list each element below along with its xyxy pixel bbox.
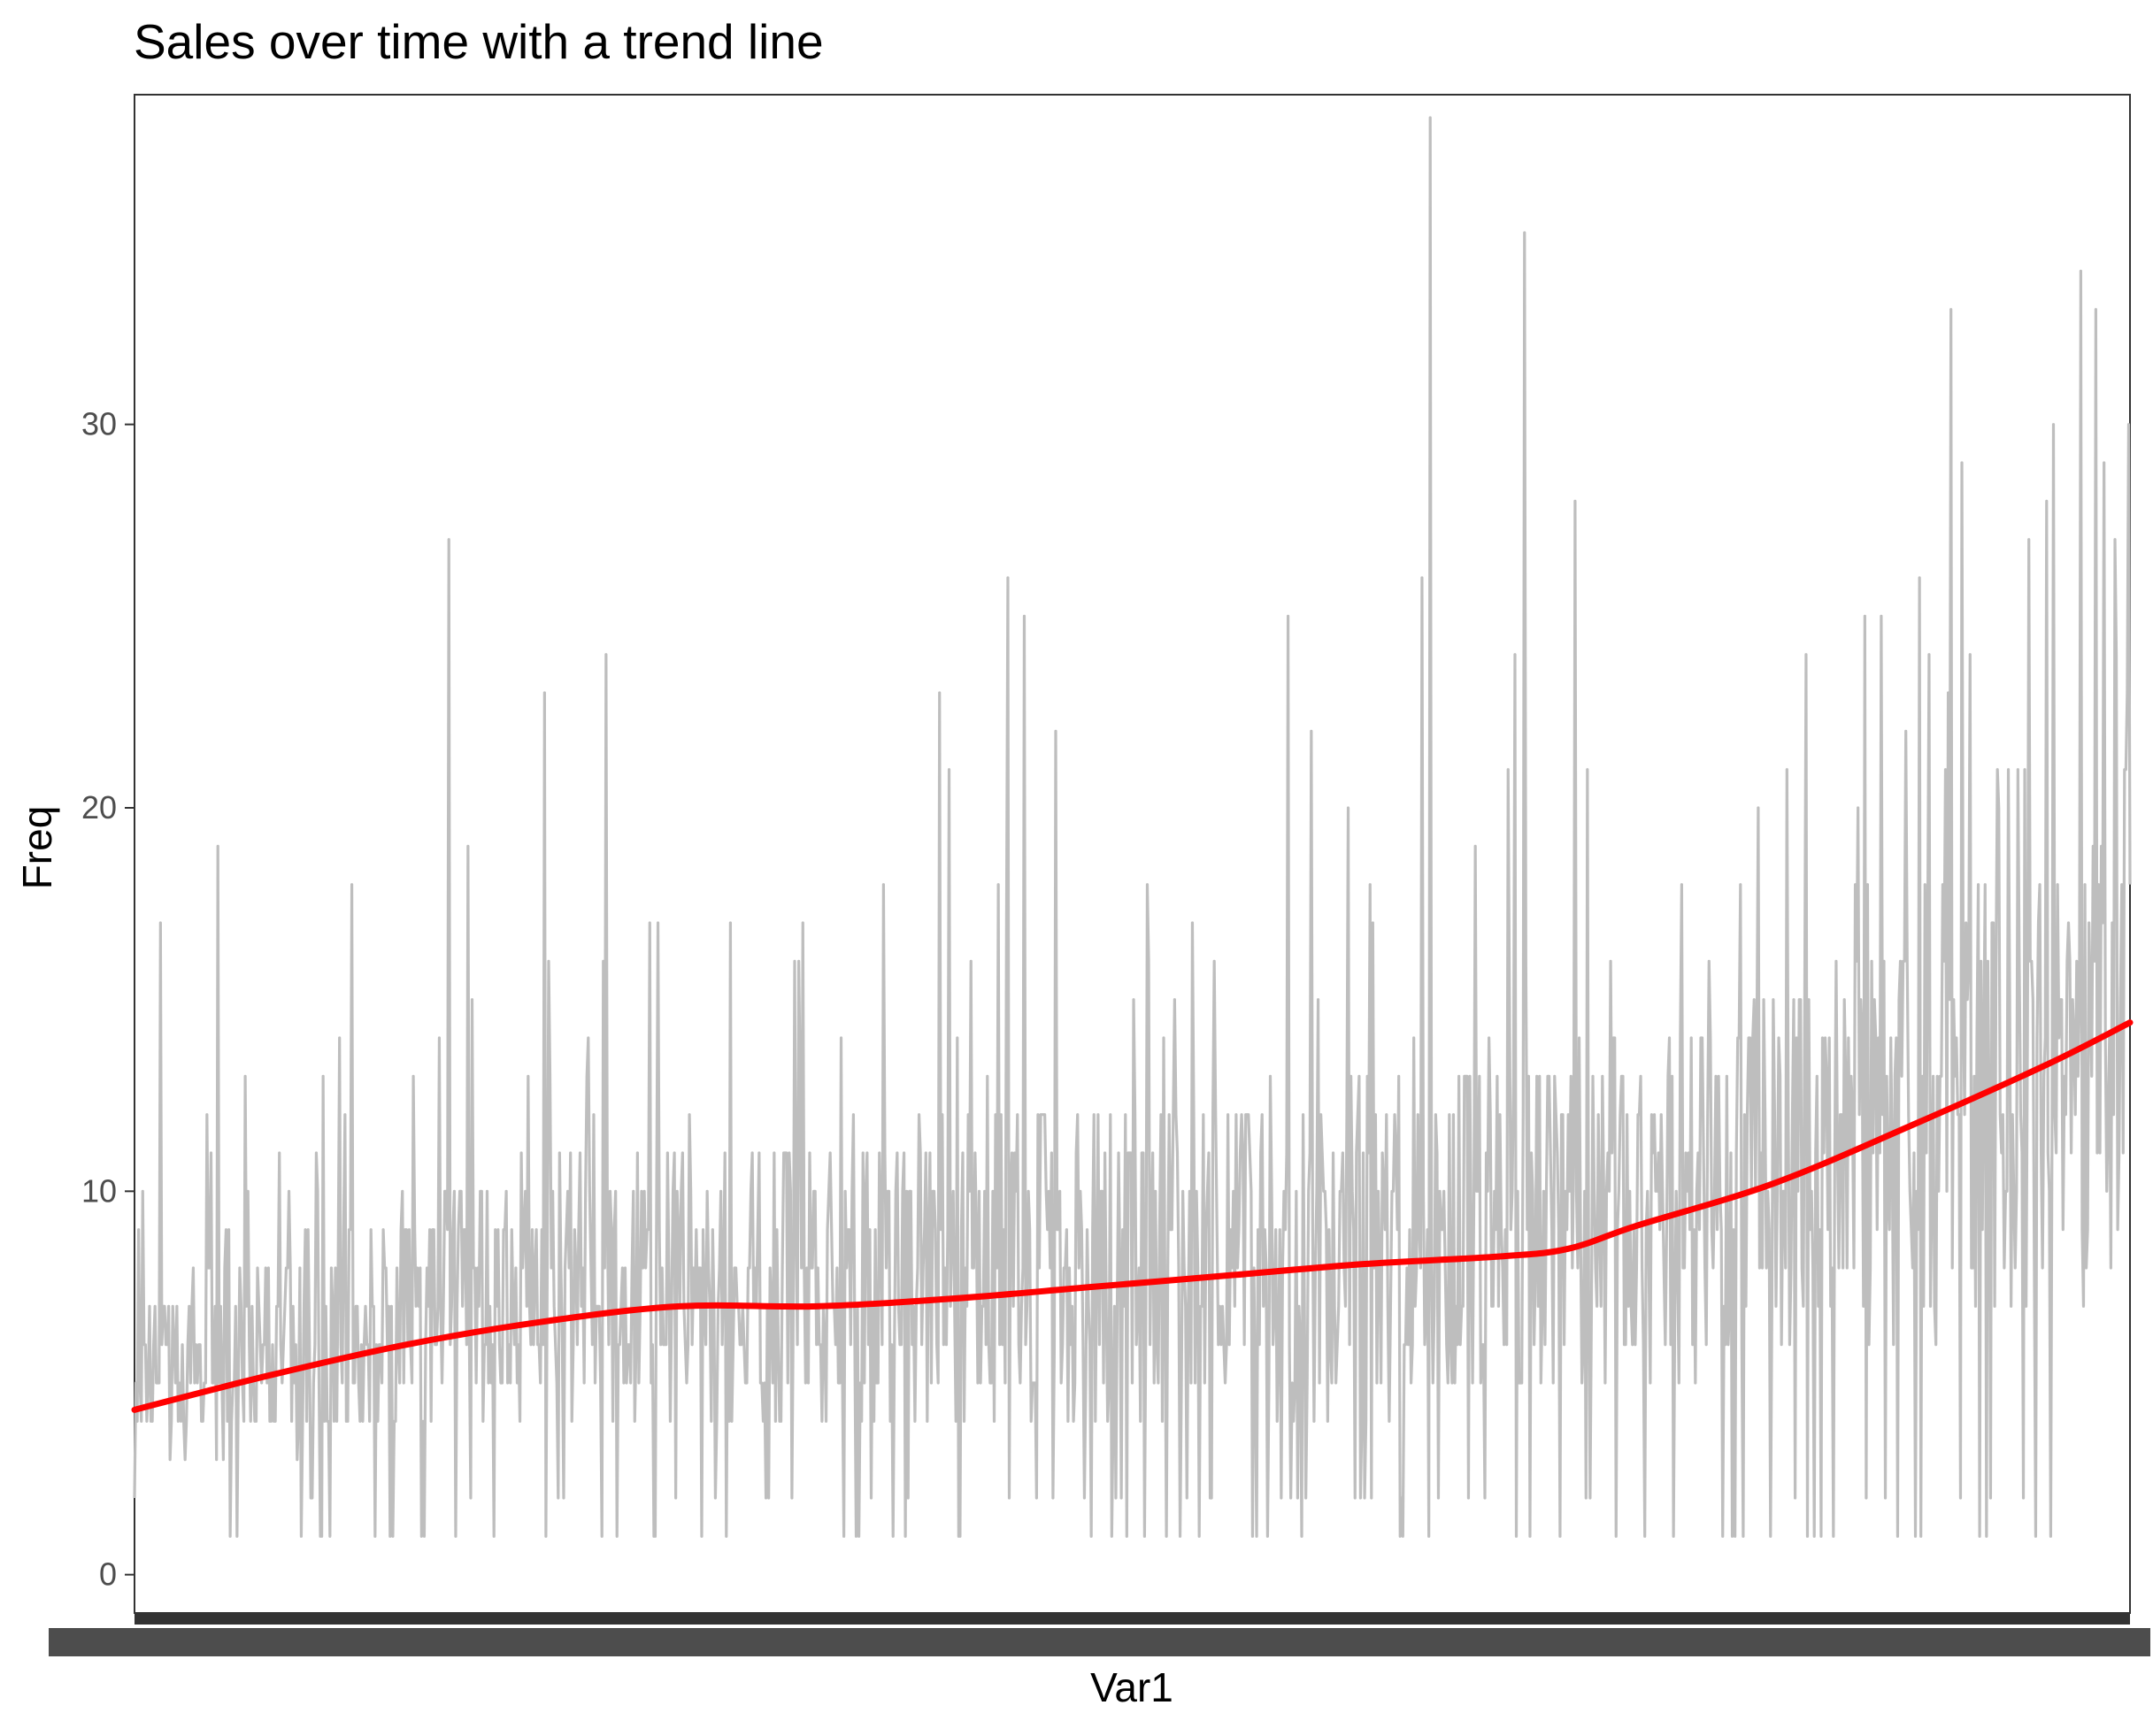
chart-title: Sales over time with a trend line xyxy=(134,14,824,69)
raw-series-layer xyxy=(133,116,2132,1538)
y-tick-label: 30 xyxy=(81,406,117,442)
panel-border xyxy=(134,94,2131,1614)
x-axis-title: Var1 xyxy=(1090,1664,1173,1710)
trend-line xyxy=(131,1019,2134,1413)
x-ticks-overplotted xyxy=(135,1613,2130,1625)
y-tick-label: 10 xyxy=(81,1172,117,1209)
y-tick-label: 20 xyxy=(81,789,117,826)
y-axis-title: Freq xyxy=(14,806,60,890)
x-axis xyxy=(49,1613,2150,1656)
y-tick-label: 0 xyxy=(99,1556,117,1593)
trend-series-layer xyxy=(131,1019,2134,1413)
y-axis: 0 10 20 30 xyxy=(81,406,135,1593)
raw-series-line xyxy=(133,116,2132,1538)
x-tick-labels-overplotted xyxy=(49,1628,2150,1656)
